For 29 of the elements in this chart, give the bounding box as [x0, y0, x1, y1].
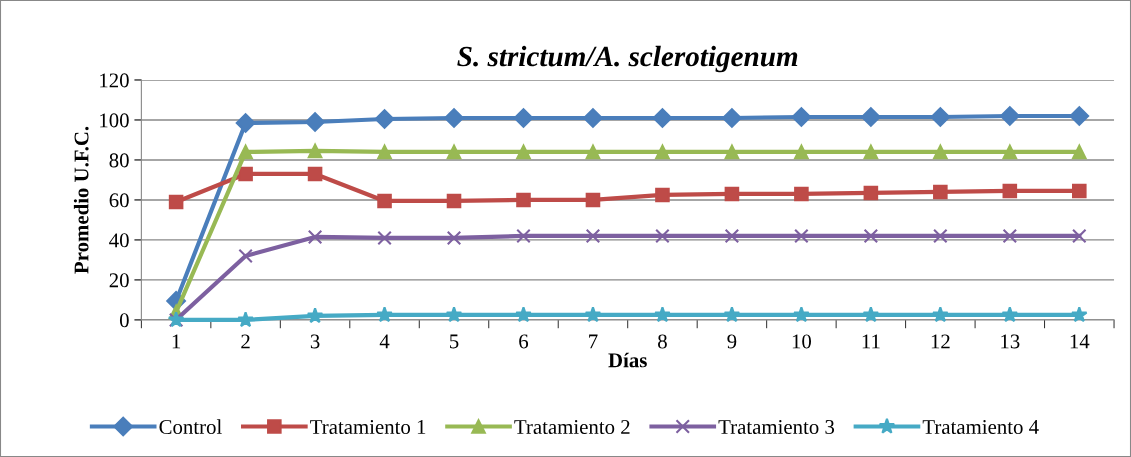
x-tick-label: 12: [931, 334, 950, 349]
x-tick-label: 6: [519, 334, 529, 349]
y-tick-label: 20: [109, 273, 129, 288]
chart-title: S. strictum/A. sclerotigenum: [457, 45, 798, 73]
y-tick-label: 60: [109, 193, 129, 208]
legend-label: Tratamiento 4: [922, 420, 1039, 435]
y-tick-label: 120: [100, 73, 129, 88]
x-tick-label: 7: [589, 334, 598, 349]
x-axis-title: Días: [608, 352, 647, 368]
x-tick-label: 13: [1001, 334, 1020, 349]
y-tick-label: 100: [100, 113, 129, 128]
y-axis-title: Promedio U.F.C.: [73, 126, 89, 274]
y-tick-label: 0: [119, 313, 129, 328]
x-tick-label: 5: [450, 334, 459, 349]
x-tick-label: 4: [379, 334, 390, 349]
legend-label: Tratamiento 1: [310, 420, 426, 435]
legend-label: Control: [159, 419, 222, 435]
x-tick-label: 2: [241, 334, 250, 349]
y-tick-label: 80: [109, 153, 129, 168]
y-tick-label: 40: [109, 233, 129, 248]
x-tick-label: 1: [172, 334, 181, 349]
x-tick-label: 11: [862, 334, 880, 349]
x-tick-label: 8: [658, 334, 667, 349]
x-tick-label: 9: [727, 334, 737, 349]
x-tick-label: 14: [1070, 334, 1090, 349]
x-tick-label: 3: [310, 334, 320, 349]
legend-label: Tratamiento 3: [718, 420, 835, 435]
legend-label: Tratamiento 2: [514, 420, 630, 435]
x-tick-label: 10: [792, 334, 812, 349]
